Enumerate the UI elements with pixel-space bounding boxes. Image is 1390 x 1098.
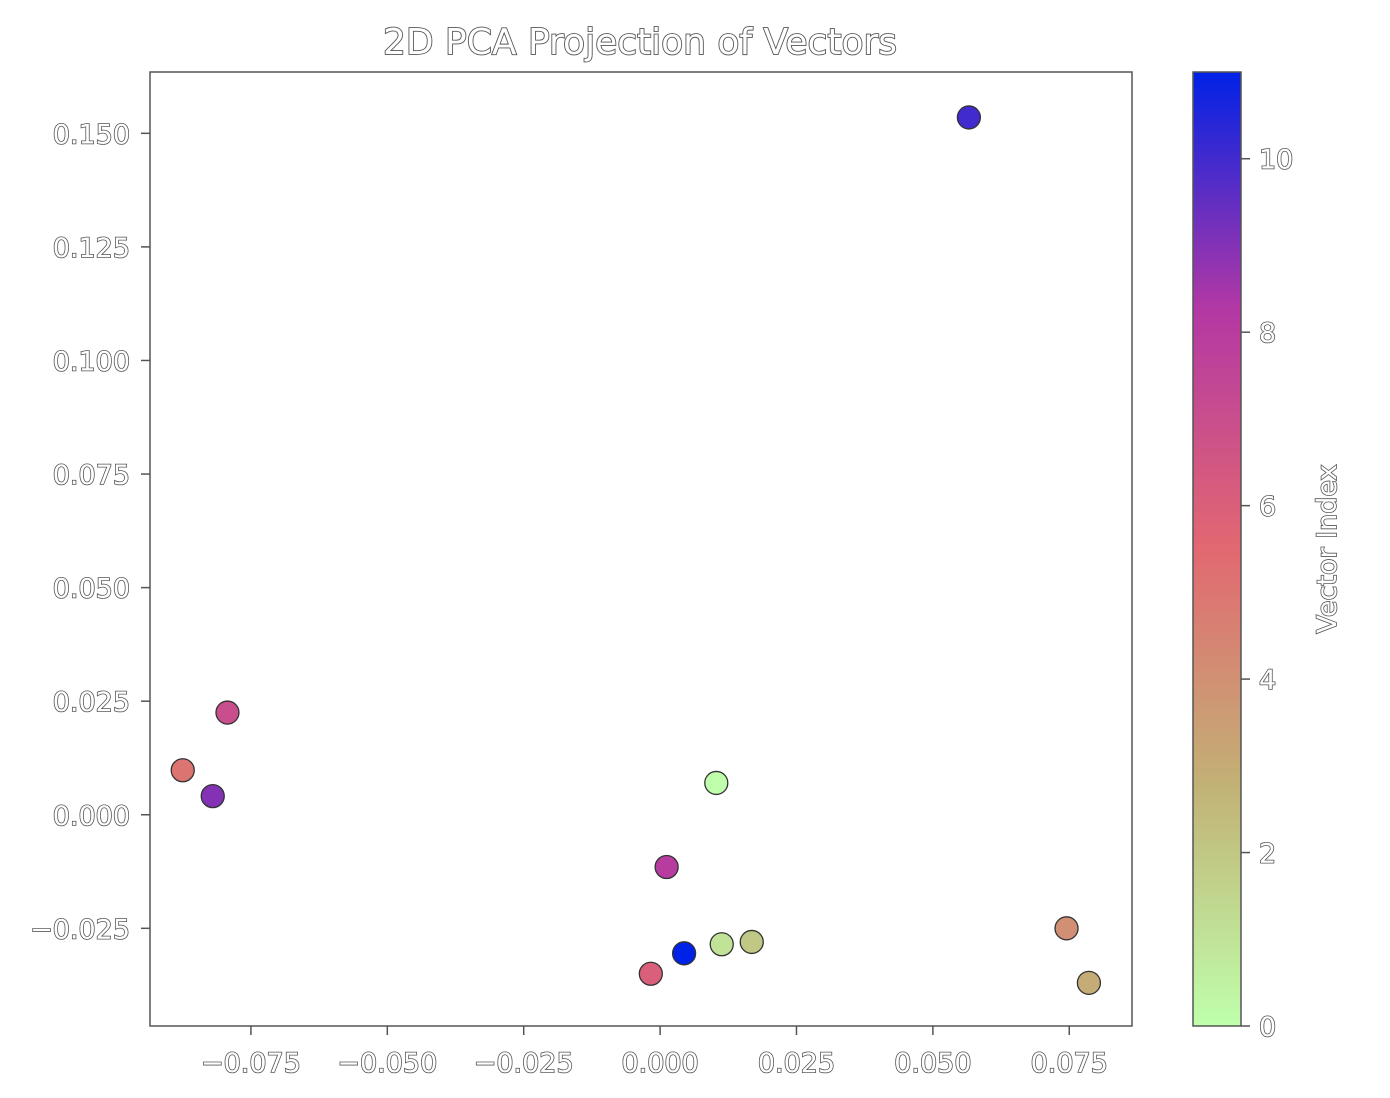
scatter-point bbox=[704, 770, 729, 796]
scatter-point bbox=[170, 758, 195, 783]
y-tick-label: 0.075 bbox=[53, 460, 130, 491]
x-tick-label: 0.075 bbox=[1031, 1048, 1108, 1079]
scatter-point bbox=[1076, 970, 1102, 995]
scatter-point bbox=[215, 700, 240, 725]
y-tick-label: −0.025 bbox=[30, 914, 130, 945]
x-tick-label: −0.075 bbox=[201, 1048, 301, 1079]
colorbar-tick-label: 10 bbox=[1259, 145, 1293, 176]
y-tick-label: 0.025 bbox=[53, 687, 130, 718]
scatter-point bbox=[709, 932, 734, 957]
colorbar-tick-label: 6 bbox=[1259, 492, 1276, 523]
plot-area bbox=[149, 71, 1133, 1027]
scatter-points bbox=[170, 105, 1102, 995]
scatter-point bbox=[671, 941, 697, 966]
colorbar-axis: 0 2 4 6 8 10 bbox=[1241, 144, 1294, 1044]
scatter-point bbox=[1054, 916, 1079, 941]
x-tick-label: 0.050 bbox=[894, 1048, 971, 1079]
x-tick-label: 0.000 bbox=[621, 1048, 698, 1079]
chart-title: 2D PCA Projection of Vectors bbox=[383, 22, 897, 63]
colorbar-label: Vector Index bbox=[1312, 465, 1343, 634]
x-axis: −0.075 −0.050 −0.025 0.000 0.025 0.050 0.075 bbox=[200, 1026, 1109, 1080]
scatter-point bbox=[956, 105, 982, 130]
scatter-point bbox=[638, 961, 663, 986]
scatter-point bbox=[739, 929, 764, 955]
y-axis: −0.025 0.000 0.025 0.050 0.075 0.100 0.125 0.15… bbox=[29, 119, 150, 946]
scatter-point bbox=[200, 783, 225, 809]
colorbar bbox=[1192, 71, 1242, 1027]
x-tick-label: 0.025 bbox=[758, 1048, 835, 1079]
y-tick-label: 0.125 bbox=[53, 233, 130, 264]
colorbar-tick-label: 0 bbox=[1259, 1012, 1276, 1043]
y-tick-label: 0.100 bbox=[53, 346, 130, 377]
x-tick-label: −0.025 bbox=[474, 1048, 574, 1079]
y-tick-label: 0.050 bbox=[53, 574, 130, 605]
colorbar-tick-label: 2 bbox=[1259, 839, 1276, 870]
colorbar-tick-label: 8 bbox=[1259, 318, 1276, 349]
colorbar-tick-label: 4 bbox=[1259, 665, 1276, 696]
y-tick-label: 0.000 bbox=[53, 801, 130, 832]
scatter-point bbox=[654, 854, 679, 880]
y-tick-label: 0.150 bbox=[53, 119, 130, 150]
x-tick-label: −0.050 bbox=[337, 1048, 437, 1079]
